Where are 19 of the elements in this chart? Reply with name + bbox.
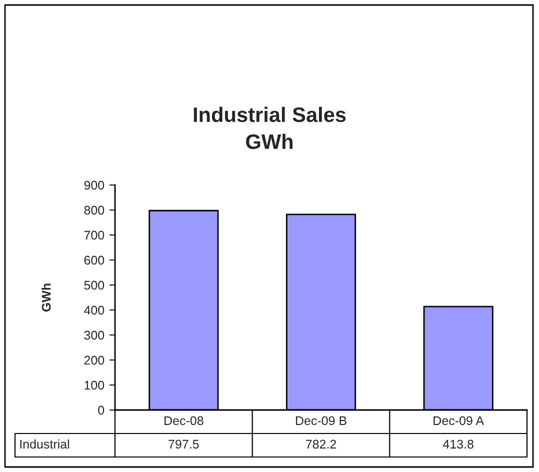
x-tick-label: Dec-09 A <box>434 416 484 426</box>
y-tick-label: 400 <box>84 306 104 315</box>
data-label: 782.2 <box>306 440 336 449</box>
data-label: 413.8 <box>442 440 474 449</box>
y-tick-label: 200 <box>84 356 104 365</box>
y-tick-label: 300 <box>84 330 104 340</box>
x-tick-label: Dec-09 B <box>296 416 346 426</box>
y-axis-title: GWh <box>42 284 51 312</box>
legend-label: Industrial <box>20 439 70 449</box>
y-tick-label: 700 <box>84 230 104 240</box>
y-tick-label: 100 <box>84 380 104 390</box>
chart-title: Industrial Sales GWh <box>194 106 346 150</box>
y-tick-label: 500 <box>84 280 104 290</box>
y-tick-label: 800 <box>84 206 104 215</box>
x-tick-label: Dec-08 <box>164 416 204 426</box>
y-tick-label: 600 <box>84 256 104 265</box>
y-tick-label: 900 <box>84 180 104 190</box>
y-tick-label: 0 <box>98 406 104 415</box>
data-label: 797.5 <box>168 440 199 449</box>
